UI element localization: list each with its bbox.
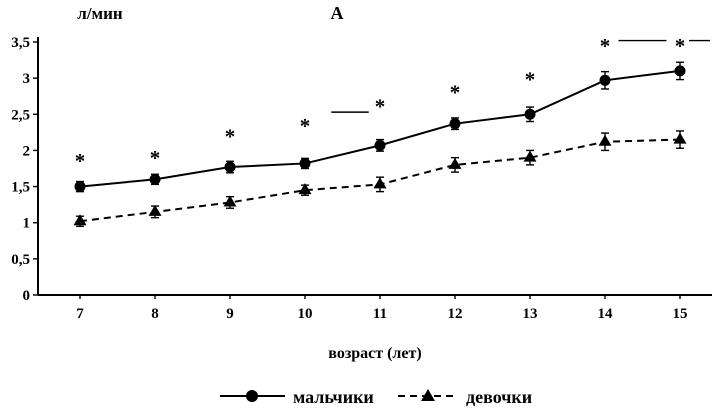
data-point-circle [224,161,236,173]
chart-title: А [331,3,344,23]
data-point-triangle [373,177,387,189]
data-point-circle [449,118,461,130]
x-tick-label: 13 [523,306,538,322]
significance-asterisk: * [675,34,686,58]
data-point-triangle [673,132,687,144]
x-tick-label: 12 [448,306,463,322]
significance-asterisk: * [450,80,461,104]
data-point-triangle [598,134,612,146]
data-point-triangle [223,195,237,207]
y-tick-label: 2,5 [11,107,30,123]
x-tick-label: 10 [298,306,313,322]
data-point-triangle [523,150,537,162]
x-tick-label: 8 [151,306,159,322]
y-axis-title: л/мин [77,4,123,23]
x-tick-label: 15 [673,306,688,322]
legend-marker-circle-icon [246,390,258,402]
x-axis-title: возраст (лет) [328,345,421,362]
data-point-triangle [298,183,312,195]
significance-asterisk: * [600,34,611,58]
data-point-triangle [148,204,162,216]
data-point-triangle [448,157,462,169]
x-tick-label: 14 [598,306,614,322]
y-tick-label: 1,5 [11,180,30,196]
data-point-circle [674,65,686,77]
data-point-circle [149,173,161,185]
significance-asterisk: * [525,67,536,91]
significance-asterisk: * [225,124,236,148]
legend-label-girls: девочки [466,387,532,407]
y-tick-label: 3 [23,71,31,87]
plot-area: 0 0,5 1 1,5 2 2,5 3 3,5 7 8 9 10 11 12 13 14 15 * * * * * * * * * [11,34,712,322]
y-tick-label: 1 [23,216,31,232]
x-tick-label: 9 [226,306,234,322]
significance-asterisk: * [300,114,311,138]
data-point-circle [299,157,311,169]
significance-asterisk: * [75,149,86,173]
y-tick-label: 0,5 [11,252,30,268]
data-point-circle [74,181,86,193]
legend-label-boys: мальчики [293,387,374,407]
x-tick-label: 7 [76,306,84,322]
data-point-circle [374,139,386,151]
y-tick-label: 2 [23,143,31,159]
series-line-0 [79,69,681,188]
y-tick-label: 0 [23,288,31,304]
data-point-circle [599,74,611,86]
legend-marker-triangle-icon [421,389,435,401]
significance-asterisk: * [150,146,161,170]
significance-asterisk: * [375,95,386,119]
legend: мальчики девочки [220,387,532,407]
data-point-circle [524,108,536,120]
x-tick-label: 11 [373,306,387,322]
data-point-triangle [73,214,87,226]
y-tick-label: 3,5 [11,35,30,51]
